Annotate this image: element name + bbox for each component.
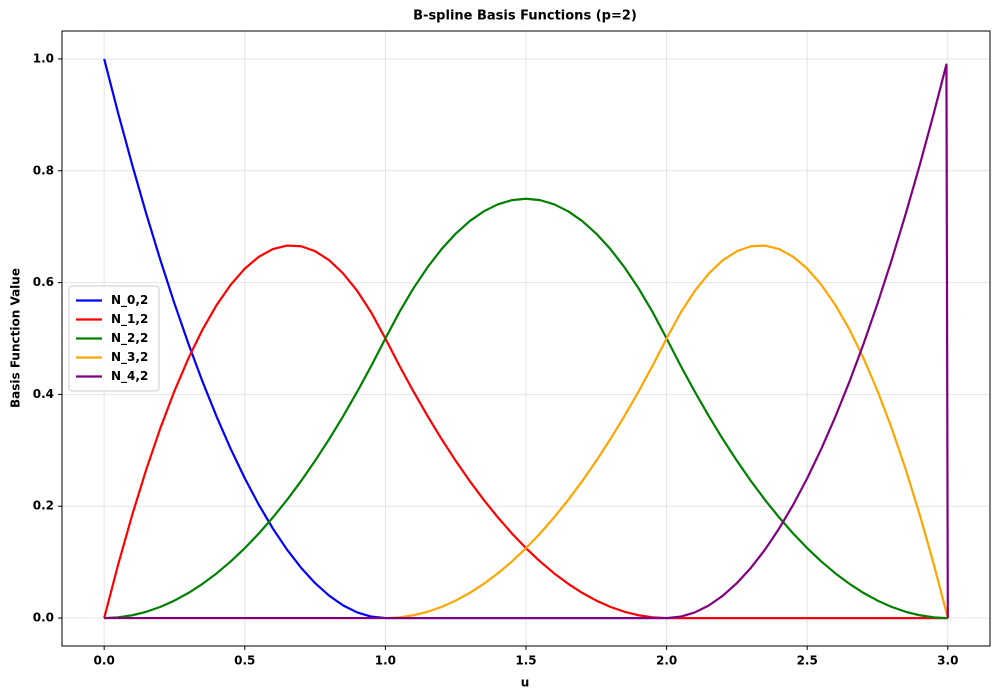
x-tick-label: 0.5 [234,654,255,668]
legend: N_0,2 N_1,2 N_2,2 N_3,2 N_4,2 [68,285,160,392]
legend-label: N_4,2 [111,369,148,384]
line-series [103,244,948,620]
x-tick-label: 0.0 [94,654,115,668]
y-tick-label: 1.0 [33,51,54,65]
line-series [104,63,949,620]
y-tick-label: 0.6 [33,275,54,289]
y-tick-label: 0.0 [33,611,54,625]
legend-label: N_0,2 [111,293,148,308]
legend-box [68,285,160,392]
x-tick-label: 1.0 [375,654,396,668]
y-tick-label: 0.8 [33,163,54,177]
x-tick-label: 2.5 [797,654,818,668]
y-tick-label: 0.4 [33,387,54,401]
x-axis-label: u [521,676,530,690]
line-series [104,197,948,620]
y-axis-label: Basis Function Value [9,268,23,408]
legend-label: N_3,2 [111,350,148,365]
x-tick-label: 2.0 [656,654,677,668]
y-tick-label: 0.2 [33,499,54,513]
legend-label: N_1,2 [111,312,148,327]
plot-frame [61,30,991,647]
chart-title: B-spline Basis Functions (p=2) [413,9,637,24]
x-tick-label: 3.0 [937,654,958,668]
x-tick-label: 1.5 [515,654,536,668]
legend-label: N_2,2 [111,331,148,346]
